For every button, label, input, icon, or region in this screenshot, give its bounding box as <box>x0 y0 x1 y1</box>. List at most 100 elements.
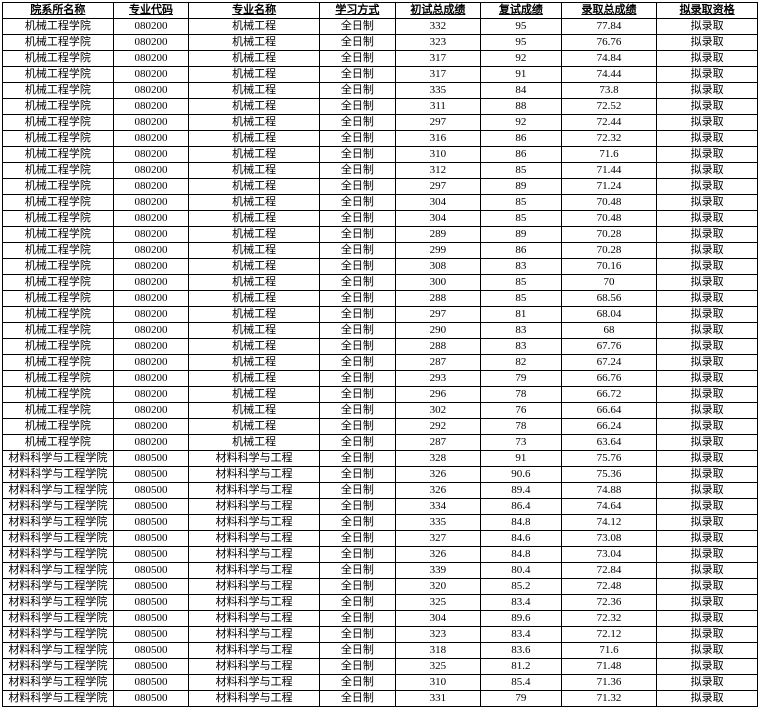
table-cell: 326 <box>395 467 481 483</box>
table-cell: 拟录取 <box>657 563 758 579</box>
col-header: 拟录取资格 <box>657 3 758 19</box>
table-cell: 全日制 <box>320 339 396 355</box>
table-cell: 72.36 <box>561 595 657 611</box>
table-cell: 080200 <box>113 371 189 387</box>
table-row: 机械工程学院080200机械工程全日制3108671.6拟录取 <box>3 147 758 163</box>
table-cell: 拟录取 <box>657 531 758 547</box>
table-cell: 材料科学与工程 <box>189 499 320 515</box>
table-cell: 机械工程 <box>189 339 320 355</box>
table-row: 材料科学与工程学院080500材料科学与工程全日制3317971.32拟录取 <box>3 691 758 707</box>
table-cell: 全日制 <box>320 195 396 211</box>
table-cell: 机械工程学院 <box>3 435 114 451</box>
table-cell: 全日制 <box>320 51 396 67</box>
table-cell: 机械工程学院 <box>3 115 114 131</box>
table-cell: 080200 <box>113 83 189 99</box>
table-cell: 72.44 <box>561 115 657 131</box>
table-cell: 290 <box>395 323 481 339</box>
table-cell: 89 <box>481 179 562 195</box>
table-cell: 080200 <box>113 243 189 259</box>
table-row: 机械工程学院080200机械工程全日制2877363.64拟录取 <box>3 435 758 451</box>
table-cell: 89.6 <box>481 611 562 627</box>
table-cell: 机械工程学院 <box>3 355 114 371</box>
table-cell: 全日制 <box>320 19 396 35</box>
table-cell: 机械工程 <box>189 115 320 131</box>
table-cell: 全日制 <box>320 403 396 419</box>
table-cell: 339 <box>395 563 481 579</box>
table-cell: 拟录取 <box>657 243 758 259</box>
table-cell: 材料科学与工程 <box>189 531 320 547</box>
table-cell: 85.4 <box>481 675 562 691</box>
table-cell: 拟录取 <box>657 515 758 531</box>
table-cell: 080200 <box>113 211 189 227</box>
table-cell: 全日制 <box>320 307 396 323</box>
table-cell: 机械工程 <box>189 195 320 211</box>
table-cell: 332 <box>395 19 481 35</box>
table-cell: 全日制 <box>320 691 396 707</box>
table-row: 机械工程学院080200机械工程全日制2888367.76拟录取 <box>3 339 758 355</box>
table-cell: 66.76 <box>561 371 657 387</box>
table-cell: 拟录取 <box>657 211 758 227</box>
table-cell: 289 <box>395 227 481 243</box>
table-cell: 85.2 <box>481 579 562 595</box>
table-cell: 74.12 <box>561 515 657 531</box>
table-row: 材料科学与工程学院080500材料科学与工程全日制32583.472.36拟录取 <box>3 595 758 611</box>
table-cell: 080200 <box>113 179 189 195</box>
table-cell: 材料科学与工程学院 <box>3 499 114 515</box>
table-cell: 080200 <box>113 19 189 35</box>
table-cell: 机械工程学院 <box>3 131 114 147</box>
table-cell: 75.36 <box>561 467 657 483</box>
table-cell: 080500 <box>113 579 189 595</box>
table-cell: 080200 <box>113 195 189 211</box>
table-cell: 080200 <box>113 435 189 451</box>
table-cell: 67.24 <box>561 355 657 371</box>
table-row: 机械工程学院080200机械工程全日制3168672.32拟录取 <box>3 131 758 147</box>
table-cell: 080200 <box>113 147 189 163</box>
table-cell: 85 <box>481 163 562 179</box>
table-cell: 全日制 <box>320 499 396 515</box>
table-cell: 机械工程 <box>189 323 320 339</box>
table-cell: 287 <box>395 355 481 371</box>
table-cell: 全日制 <box>320 451 396 467</box>
table-cell: 拟录取 <box>657 163 758 179</box>
table-cell: 79 <box>481 371 562 387</box>
table-cell: 71.6 <box>561 147 657 163</box>
table-cell: 机械工程学院 <box>3 339 114 355</box>
table-cell: 71.44 <box>561 163 657 179</box>
table-cell: 63.64 <box>561 435 657 451</box>
table-cell: 机械工程 <box>189 403 320 419</box>
table-cell: 拟录取 <box>657 51 758 67</box>
table-cell: 机械工程 <box>189 275 320 291</box>
table-cell: 293 <box>395 371 481 387</box>
table-cell: 拟录取 <box>657 115 758 131</box>
table-row: 机械工程学院080200机械工程全日制2978971.24拟录取 <box>3 179 758 195</box>
table-cell: 334 <box>395 499 481 515</box>
table-cell: 材料科学与工程学院 <box>3 659 114 675</box>
table-cell: 85 <box>481 195 562 211</box>
table-cell: 080500 <box>113 659 189 675</box>
table-cell: 91 <box>481 67 562 83</box>
table-cell: 78 <box>481 419 562 435</box>
table-cell: 080200 <box>113 307 189 323</box>
table-cell: 335 <box>395 83 481 99</box>
table-cell: 全日制 <box>320 515 396 531</box>
table-cell: 080500 <box>113 499 189 515</box>
table-cell: 拟录取 <box>657 499 758 515</box>
table-cell: 全日制 <box>320 115 396 131</box>
table-row: 机械工程学院080200机械工程全日制2979272.44拟录取 <box>3 115 758 131</box>
table-row: 材料科学与工程学院080500材料科学与工程全日制32581.271.48拟录取 <box>3 659 758 675</box>
table-cell: 312 <box>395 163 481 179</box>
table-cell: 拟录取 <box>657 259 758 275</box>
table-cell: 材料科学与工程学院 <box>3 515 114 531</box>
table-row: 材料科学与工程学院080500材料科学与工程全日制32689.474.88拟录取 <box>3 483 758 499</box>
table-cell: 机械工程 <box>189 227 320 243</box>
table-cell: 080200 <box>113 419 189 435</box>
table-cell: 300 <box>395 275 481 291</box>
table-row: 机械工程学院080200机械工程全日制2878267.24拟录取 <box>3 355 758 371</box>
table-cell: 080200 <box>113 291 189 307</box>
table-cell: 全日制 <box>320 531 396 547</box>
table-cell: 83.4 <box>481 627 562 643</box>
table-cell: 材料科学与工程学院 <box>3 563 114 579</box>
table-cell: 080500 <box>113 483 189 499</box>
table-row: 机械工程学院080200机械工程全日制3118872.52拟录取 <box>3 99 758 115</box>
table-cell: 机械工程学院 <box>3 83 114 99</box>
